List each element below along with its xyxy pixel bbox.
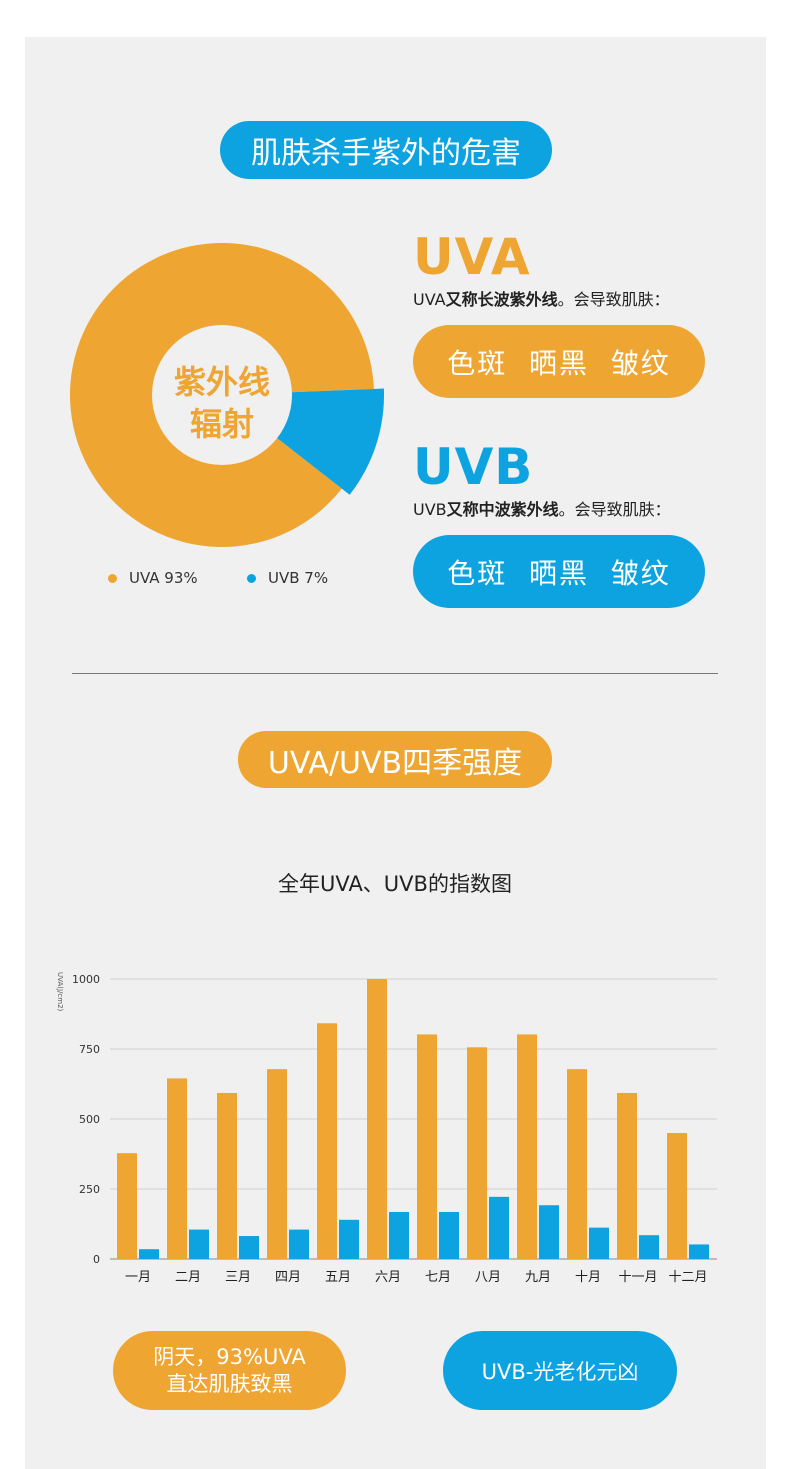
uvb-photoaging-badge: UVB-光老化元凶 xyxy=(443,1331,677,1410)
bar-uva xyxy=(567,1069,587,1259)
y-tick-label: 750 xyxy=(79,1043,100,1056)
bar-uvb xyxy=(489,1196,509,1259)
x-tick-label: 十月 xyxy=(575,1270,601,1285)
uvb-desc-prefix: UVB xyxy=(413,500,447,519)
uva-desc-bold: 又称长波紫外线 xyxy=(445,290,558,309)
uv-monthly-bar-chart: 0 250 500 750 1000 UVA(J/cm2) 一月 二月 三月 四月 五月 六月 七月 八月… xyxy=(56,972,717,1285)
legend-uva-dot-icon xyxy=(108,573,117,583)
x-tick-label: 八月 xyxy=(475,1270,501,1285)
legend-uvb-dot-icon xyxy=(247,573,256,583)
overcast-uva-line2: 直达肌肤致黑 xyxy=(166,1371,293,1396)
x-tick-label: 三月 xyxy=(225,1270,251,1285)
x-tick-label: 二月 xyxy=(175,1270,201,1285)
bar-uvb xyxy=(439,1211,459,1259)
y-tick-label: 0 xyxy=(93,1253,100,1266)
uv-pie-chart: 紫外线 辐射 xyxy=(70,242,384,547)
x-tick-label: 九月 xyxy=(525,1270,551,1285)
uva-desc-prefix: UVA xyxy=(413,290,446,309)
section-title-uv-harm: 肌肤杀手紫外的危害 xyxy=(220,121,552,179)
bar-uva xyxy=(167,1078,187,1259)
bar-uvb xyxy=(139,1249,159,1259)
y-tick-label: 250 xyxy=(79,1183,100,1196)
overcast-uva-badge: 阴天，93%UVA 直达肌肤致黑 xyxy=(113,1331,346,1410)
bar-uvb xyxy=(239,1236,259,1259)
x-tick-label: 六月 xyxy=(375,1270,401,1285)
bar-uva xyxy=(217,1092,237,1259)
x-tick-label: 十一月 xyxy=(618,1270,657,1285)
pie-center-label-line1: 紫外线 xyxy=(174,363,270,401)
x-tick-label: 一月 xyxy=(125,1270,151,1285)
legend-uva-label: UVA 93% xyxy=(129,569,198,587)
bar-uva xyxy=(517,1034,537,1259)
x-tick-label: 四月 xyxy=(275,1270,301,1285)
uva-description: UVA又称长波紫外线。会导致肌肤： xyxy=(413,286,670,310)
x-tick-label: 七月 xyxy=(425,1270,451,1285)
bar-uva xyxy=(317,1023,337,1259)
bar-uvb xyxy=(589,1227,609,1259)
uvb-heading: UVB xyxy=(413,438,534,496)
y-tick-label: 500 xyxy=(79,1113,100,1126)
bar-uva xyxy=(417,1034,437,1259)
x-tick-label: 十二月 xyxy=(668,1270,707,1285)
y-tick-label: 1000 xyxy=(72,973,100,986)
bar-uva xyxy=(117,1153,137,1259)
bar-uva xyxy=(267,1069,287,1259)
x-tick-label: 五月 xyxy=(325,1270,351,1285)
bar-uvb xyxy=(539,1205,559,1259)
overcast-uva-line1: 阴天，93%UVA xyxy=(153,1344,306,1369)
y-axis-label: UVA(J/cm2) xyxy=(56,972,64,1012)
uvb-effects-badge: 色斑 晒黑 皱纹 xyxy=(413,535,705,608)
bar-uvb xyxy=(339,1219,359,1259)
legend-uvb: UVB 7% xyxy=(247,569,328,587)
bar-uvb xyxy=(189,1229,209,1259)
legend-uvb-label: UVB 7% xyxy=(268,569,329,587)
bar-uva xyxy=(467,1047,487,1259)
uvb-desc-bold: 又称中波紫外线 xyxy=(446,500,559,519)
pie-center-label-line2: 辐射 xyxy=(190,405,254,443)
uvb-description: UVB又称中波紫外线。会导致肌肤： xyxy=(413,496,671,520)
bar-chart-title: 全年UVA、UVB的指数图 xyxy=(278,872,512,896)
pie-center-hole xyxy=(152,325,292,465)
uva-heading: UVA xyxy=(413,228,531,286)
uvb-desc-suffix: 。会导致肌肤： xyxy=(558,500,671,519)
bar-uvb xyxy=(389,1211,409,1259)
bar-uva xyxy=(367,979,387,1259)
uva-effects-badge: 色斑 晒黑 皱纹 xyxy=(413,325,705,398)
bar-uva xyxy=(617,1092,637,1259)
section-title-seasonal-intensity: UVA/UVB四季强度 xyxy=(238,731,552,788)
bar-uva xyxy=(667,1133,687,1259)
bar-uvb xyxy=(289,1229,309,1259)
bar-uvb xyxy=(689,1244,709,1259)
bar-uvb xyxy=(639,1235,659,1259)
uva-desc-suffix: 。会导致肌肤： xyxy=(557,290,670,309)
legend-uva: UVA 93% xyxy=(108,569,198,587)
section-divider xyxy=(72,673,718,674)
